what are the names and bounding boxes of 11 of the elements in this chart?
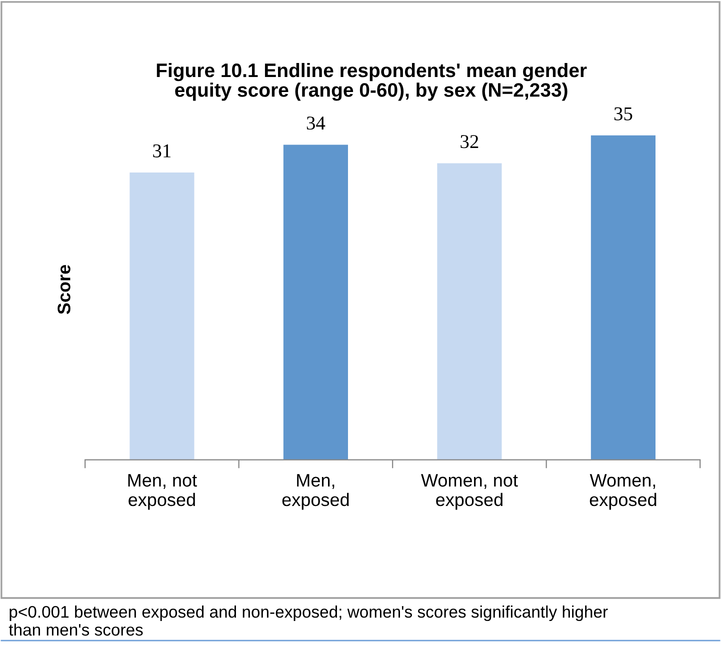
y-axis-title: Score (58, 265, 70, 314)
x-tick-label: Men, not exposed (128, 474, 197, 510)
data-label: 32 (460, 135, 478, 148)
data-label: 31 (153, 144, 171, 158)
text: p<0.001 between exposed and non-exposed; women's scores significantly higher than men's scores (8, 606, 608, 636)
data-label: 34 (306, 116, 326, 130)
x-tick-label: Women, exposed (590, 474, 656, 510)
x-tick-label: Women, not exposed (421, 474, 518, 510)
data-label: 35 (614, 107, 632, 120)
chart-title: Figure 10.1 Endline respondents' mean gender equity score (range 0-60), by sex (N=2,233) (156, 62, 587, 101)
x-tick-label: Men, exposed (282, 474, 349, 510)
